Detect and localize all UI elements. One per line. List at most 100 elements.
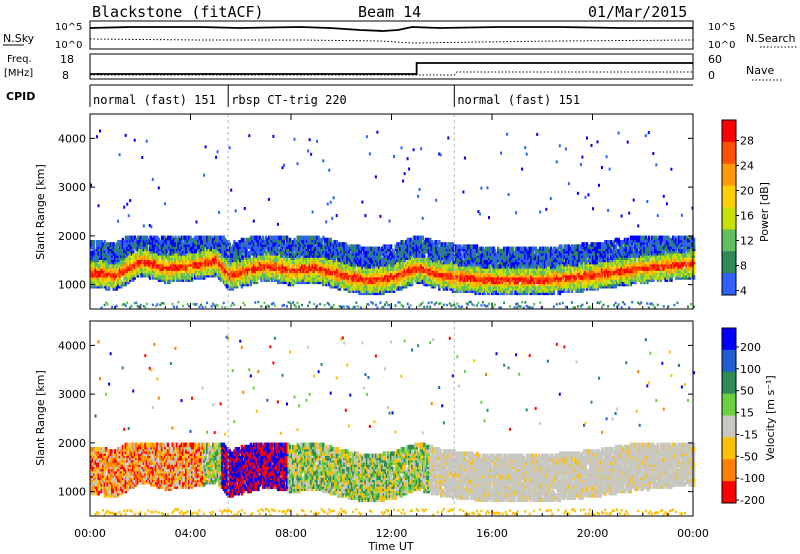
range-gate-cell [183,255,186,260]
range-gate-cell [412,148,415,152]
range-gate-cell [117,268,120,274]
range-gate-cell [397,301,400,304]
range-gate-cell [246,251,250,256]
range-gate-cell [409,304,412,307]
range-gate-cell [231,272,234,278]
range-gate-cell [438,255,441,260]
range-gate-cell [154,304,157,308]
range-gate-cell [504,253,507,258]
range-gate-cell [150,264,153,269]
range-gate-cell [293,253,296,258]
range-gate-cell [475,304,478,307]
range-gate-cell [251,246,254,252]
range-gate-cell [91,281,94,287]
range-gate-cell [326,202,329,206]
nsky-line [89,26,693,32]
range-gate-cell [156,242,159,247]
range-gate-cell [364,214,367,218]
range-gate-cell [103,244,106,249]
range-gate-cell [126,257,129,263]
range-gate-cell [394,244,397,249]
range-gate-cell [103,240,106,245]
range-gate-cell [352,244,355,249]
range-gate-cell [189,266,192,271]
range-gate-cell [421,253,424,258]
range-gate-cell [340,246,343,252]
range-gate-cell [219,248,222,254]
range-gate-cell [117,248,120,254]
range-gate-cell [450,304,453,308]
range-gate-cell [387,277,390,282]
range-gate-cell [97,251,100,256]
range-gate-cell [341,305,344,308]
range-gate-cell [374,175,377,179]
range-gate-cell [222,235,225,241]
range-gate-cell [212,270,215,276]
range-gate-cell [384,244,387,249]
range-gate-cell [424,268,427,274]
range-gate-cell [255,248,259,254]
range-gate-cell [346,255,349,260]
range-gate-cell [361,283,364,289]
range-gate-cell [435,253,438,258]
range-gate-cell [129,199,132,203]
range-gate-cell [399,286,402,291]
range-gate-cell [198,305,201,309]
nave-tick-top: 60 [708,53,722,66]
range-gate-cell [450,262,453,267]
range-gate-cell [387,255,390,260]
range-gate-cell [197,251,200,256]
range-gate-cell [364,251,367,256]
range-gate-cell [376,277,379,282]
range-gate-cell [468,279,471,285]
range-gate-cell [166,253,170,258]
range-gate-cell [314,235,317,241]
range-gate-cell [442,242,446,247]
range-gate-cell [460,305,463,308]
range-gate-cell [480,264,483,269]
range-gate-cell [390,279,393,285]
range-gate-cell [387,244,390,249]
range-gate-cell [177,300,180,304]
range-gate-cell [495,286,498,291]
range-gate-cell [216,235,219,241]
range-gate-cell [175,253,179,258]
range-gate-cell [281,235,284,241]
range-gate-cell [468,300,471,304]
range-gate-cell [225,283,228,289]
range-gate-cell [322,235,325,241]
range-gate-cell [344,277,348,282]
range-gate-cell [316,244,319,249]
range-gate-cell [255,235,259,241]
range-gate-cell [364,283,367,289]
range-gate-cell [251,235,254,241]
range-gate-cell [139,303,142,307]
range-gate-cell [289,268,292,274]
range-gate-cell [200,235,203,241]
range-gate-cell [371,277,375,282]
range-gate-cell [468,259,471,265]
range-gate-cell [228,266,231,271]
range-gate-cell [465,302,468,305]
range-gate-cell [182,266,185,271]
range-gate-cell [492,290,495,296]
range-gate-cell [123,302,126,306]
range-gate-cell [163,202,166,206]
range-gate-cell [111,305,114,309]
range-gate-cell [132,257,135,263]
range-gate-cell [292,301,294,304]
range-gate-cell [237,246,240,252]
range-gate-cell [203,173,206,177]
range-gate-cell [231,248,234,254]
range-gate-cell [310,235,313,241]
range-gate-cell [488,286,491,291]
range-gate-cell [482,253,485,258]
range-gate-cell [498,248,501,254]
range-gate-cell [273,235,277,241]
range-gate-cell [370,268,373,274]
range-gate-cell [165,262,168,267]
range-gate-cell [123,259,126,265]
range-gate-cell [130,242,133,247]
range-gate-cell [450,242,453,247]
range-gate-cell [212,302,215,306]
